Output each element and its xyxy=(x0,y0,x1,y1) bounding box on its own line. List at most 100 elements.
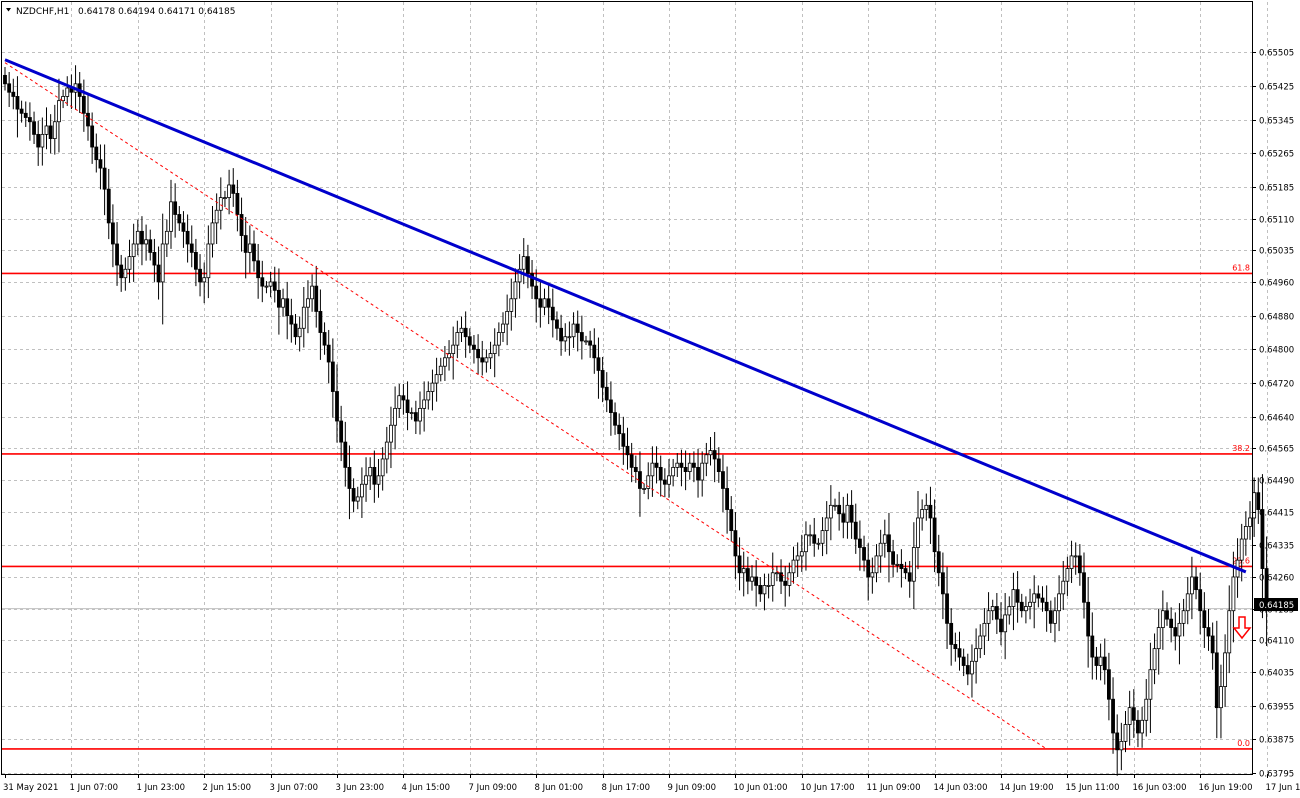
candle-body xyxy=(941,572,945,595)
candle-body xyxy=(264,285,269,288)
candle-body xyxy=(563,336,568,342)
candle-body xyxy=(156,264,161,283)
candle-body xyxy=(214,209,219,224)
x-tick-label: 8 Jun 17:00 xyxy=(602,783,651,793)
candle-body xyxy=(476,348,481,359)
candle-body xyxy=(276,289,281,308)
candle-body xyxy=(804,534,808,553)
candle-body xyxy=(858,538,862,548)
candle-body xyxy=(550,306,555,321)
candle-body xyxy=(61,96,65,102)
candle-body xyxy=(770,572,775,586)
candle-body xyxy=(119,264,124,279)
candle-body xyxy=(579,332,584,342)
candle-body xyxy=(1011,589,1016,607)
candle-body xyxy=(364,475,368,485)
candle-body xyxy=(1152,648,1157,671)
candle-body xyxy=(712,450,717,460)
candle-body xyxy=(750,576,754,582)
candle-body xyxy=(1044,601,1049,612)
candle-body xyxy=(1102,656,1107,671)
candle-body xyxy=(1148,669,1153,700)
y-tick-label: 0.64335 xyxy=(1259,542,1294,552)
candle-body xyxy=(98,159,103,169)
y-tick-label: 0.65345 xyxy=(1259,117,1294,127)
candle-body xyxy=(1048,610,1053,624)
candle-body xyxy=(1007,606,1012,616)
candle-body xyxy=(625,445,630,456)
candle-body xyxy=(1040,597,1045,603)
candle-body xyxy=(683,466,688,473)
y-tick-label: 0.64490 xyxy=(1259,477,1294,487)
candle-body xyxy=(1227,610,1232,654)
candle-body xyxy=(169,201,173,232)
candle-body xyxy=(1173,627,1178,637)
candle-body xyxy=(911,547,916,582)
candle-body xyxy=(629,454,634,468)
y-tick-label: 0.63795 xyxy=(1259,770,1294,780)
candle-body xyxy=(953,644,958,650)
symbol-menu-icon[interactable] xyxy=(6,8,11,12)
candle-body xyxy=(758,585,763,595)
candlestick-series xyxy=(3,65,1269,776)
candle-body xyxy=(235,192,240,215)
candle-body xyxy=(268,281,273,287)
candle-body xyxy=(86,112,90,127)
candle-body xyxy=(19,108,24,114)
candle-body xyxy=(1082,572,1086,603)
candle-body xyxy=(1239,538,1244,561)
candle-body xyxy=(779,572,783,582)
candle-body xyxy=(588,340,593,346)
x-tick-label: 4 Jun 15:00 xyxy=(402,783,451,793)
candle-body xyxy=(442,357,447,367)
candle-body xyxy=(23,112,28,118)
candle-body xyxy=(1198,589,1203,612)
candle-body xyxy=(231,184,236,194)
candle-body xyxy=(355,496,360,502)
candle-body xyxy=(36,133,41,148)
candle-body xyxy=(584,340,588,343)
candle-body xyxy=(530,273,534,287)
candle-body xyxy=(285,298,290,317)
candle-body xyxy=(405,399,410,413)
candle-body xyxy=(1057,593,1061,612)
candle-body xyxy=(571,323,576,338)
candle-body xyxy=(1061,580,1066,595)
y-tick-label: 0.65505 xyxy=(1259,49,1294,59)
price-axis: 0.65505 0.65425 0.65345 0.65265 0.65185 0.651… xyxy=(1252,49,1294,780)
candle-body xyxy=(81,96,86,114)
candle-body xyxy=(509,298,514,312)
candle-body xyxy=(787,572,792,586)
candle-body xyxy=(1123,724,1128,742)
candle-body xyxy=(741,568,746,574)
candle-body xyxy=(555,319,559,329)
candle-body xyxy=(422,399,427,409)
candle-body xyxy=(164,230,169,245)
candle-body xyxy=(243,235,248,253)
candle-body xyxy=(1090,635,1095,658)
y-tick-label: 0.65185 xyxy=(1259,184,1294,194)
candle-body xyxy=(202,277,207,283)
down-arrow-icon xyxy=(1232,616,1252,640)
candle-body xyxy=(791,559,796,574)
candle-body xyxy=(447,353,451,359)
candle-body xyxy=(837,504,842,515)
candle-body xyxy=(343,441,348,468)
candle-body xyxy=(546,298,551,308)
candle-body xyxy=(687,462,692,473)
y-tick-label: 0.64720 xyxy=(1259,380,1294,390)
candle-body xyxy=(812,534,817,544)
candle-body xyxy=(662,479,667,485)
x-tick-label: 17 Jun 11:00 xyxy=(1266,783,1300,793)
candle-body xyxy=(725,488,729,510)
candle-body xyxy=(131,243,136,258)
candle-body xyxy=(849,504,854,523)
candle-body xyxy=(57,100,61,123)
candle-body xyxy=(347,466,352,489)
x-tick-label: 3 Jun 07:00 xyxy=(270,783,319,793)
fib-level-label: 23.6 xyxy=(1232,556,1250,565)
candle-body xyxy=(1214,652,1219,709)
candle-body xyxy=(247,243,252,253)
candle-body xyxy=(928,504,933,519)
